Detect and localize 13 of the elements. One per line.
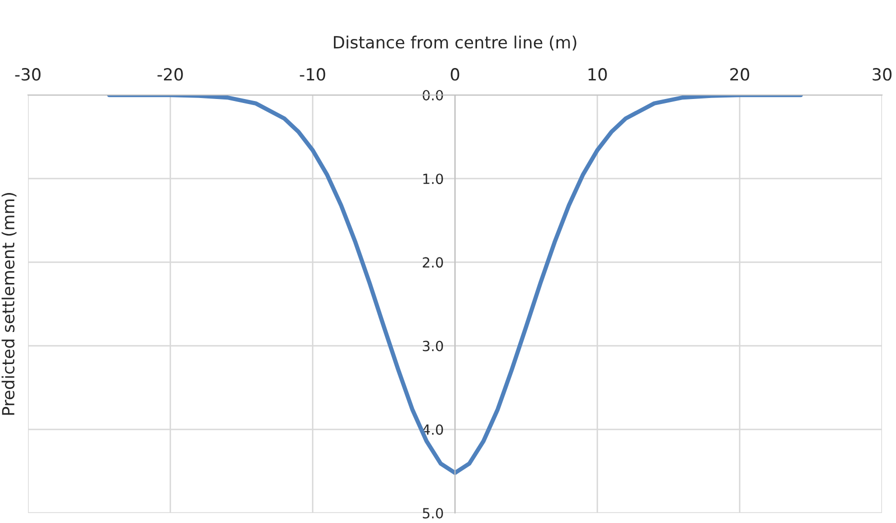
y-tick-label: 5.0 [422,508,443,518]
y-tick-label: 1.0 [423,174,443,184]
x-tick-label: -20 [158,68,183,81]
y-axis-title: Predicted settlement (mm) [2,193,16,415]
x-tick-label: 30 [872,68,892,81]
x-axis-title: Distance from centre line (m) [334,36,576,51]
x-tick-label: -10 [300,68,326,81]
y-tick-label: 2.0 [422,257,443,268]
x-tick-label: 10 [588,68,607,81]
x-tick-label: 0 [450,68,460,81]
x-tick-label: 20 [730,68,750,81]
y-tick-label: 3.0 [422,340,443,352]
x-tick-label: -30 [15,68,41,81]
